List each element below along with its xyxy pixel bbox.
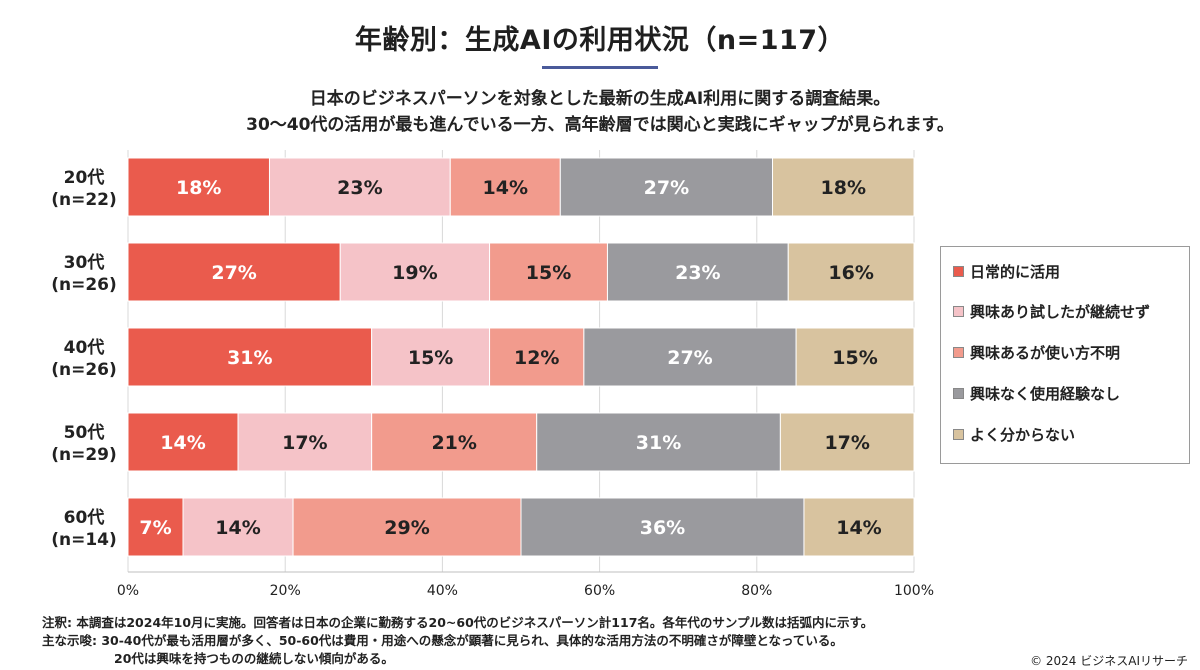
bar-segment [772, 157, 915, 217]
bar-segment [292, 497, 522, 557]
data-label: 36% [640, 517, 685, 539]
category-label: 60代 [64, 507, 105, 528]
data-label: 15% [832, 347, 877, 369]
category-label: 40代 [64, 337, 105, 358]
x-tick-label: 20% [270, 583, 301, 599]
x-tick-label: 80% [741, 583, 772, 599]
footnote-finding-2: 20代は興味を持つものの継続しない傾向がある。 [114, 651, 394, 666]
bar-segment [779, 412, 915, 472]
category-label: (n=29) [51, 445, 117, 465]
data-label: 12% [514, 347, 559, 369]
data-label: 31% [636, 432, 681, 454]
bar-segment [559, 157, 774, 217]
bar-segment [127, 242, 341, 302]
legend-label: 日常的に活用 [970, 263, 1061, 281]
category-label: (n=22) [51, 190, 117, 210]
data-label: 21% [431, 432, 476, 454]
copyright-notice: © 2024 ビジネスAIリサーチ [1030, 654, 1188, 668]
bar-segment [127, 157, 270, 217]
x-tick-label: 60% [584, 583, 615, 599]
chart-legend: 日常的に活用興味あり試したが継続せず 興味あるが使い方不明 興味なく使用経験なし よく… [940, 246, 1190, 464]
bar-segment [795, 327, 915, 387]
legend-label: 興味あるが使い方不明 [970, 344, 1121, 362]
data-label: 17% [282, 432, 327, 454]
data-label: 7% [139, 517, 171, 539]
data-label: 27% [211, 262, 256, 284]
data-label: 23% [337, 177, 382, 199]
legend-swatch [953, 429, 964, 440]
legend-swatch [953, 347, 964, 358]
bar-segment [489, 242, 608, 302]
legend-swatch [953, 306, 964, 317]
data-label: 18% [821, 177, 866, 199]
data-label: 15% [408, 347, 453, 369]
bar-segment [268, 157, 451, 217]
legend-swatch [953, 266, 964, 277]
category-label: (n=26) [51, 360, 117, 380]
bar-segment [127, 497, 184, 557]
legend-item: 興味あるが使い方不明 [953, 342, 1120, 363]
category-label: (n=14) [51, 530, 117, 550]
bar-segment [237, 412, 373, 472]
data-label: 18% [176, 177, 221, 199]
legend-item: 興味あり試したが継続せず [953, 301, 1150, 322]
legend-item: 日常的に活用 [953, 261, 1060, 282]
category-label: 30代 [64, 252, 105, 273]
bar-segment [182, 497, 294, 557]
subtitle-line-2: 30〜40代の活用が最も進んでいる一方、高年齢層では関心と実践にギャップが見られ… [246, 115, 954, 135]
data-label: 14% [215, 517, 260, 539]
bar-segment [371, 327, 491, 387]
data-label: 16% [828, 262, 873, 284]
bar-segment [520, 497, 805, 557]
bar-segment [339, 242, 491, 302]
data-label: 27% [644, 177, 689, 199]
bar-segment [489, 327, 585, 387]
x-tick-label: 100% [894, 583, 934, 599]
data-label: 31% [227, 347, 272, 369]
bar-segment [583, 327, 797, 387]
data-label: 17% [824, 432, 869, 454]
bar-segment [787, 242, 915, 302]
footnote-finding-1: 主な示唆: 30-40代が最も活用層が多く、50-60代は費用・用途への懸念が顕… [42, 633, 843, 648]
data-label: 15% [526, 262, 571, 284]
subtitle-line-1: 日本のビジネスパーソンを対象とした最新の生成AI利用に関する調査結果。 [309, 89, 891, 109]
x-tick-label: 0% [117, 583, 139, 599]
data-label: 19% [392, 262, 437, 284]
data-label: 23% [675, 262, 720, 284]
category-label: 20代 [64, 167, 105, 188]
data-label: 29% [384, 517, 429, 539]
title-underline [542, 66, 658, 69]
legend-swatch [953, 388, 964, 399]
x-tick-label: 40% [427, 583, 458, 599]
bar-segment [127, 327, 373, 387]
legend-label: 興味あり試したが継続せず [970, 303, 1151, 321]
footnote-note: 注釈: 本調査は2024年10月に実施。回答者は日本の企業に勤務する20~60代… [42, 615, 874, 630]
data-label: 14% [160, 432, 205, 454]
data-label: 14% [836, 517, 881, 539]
chart-title: 年齢別：生成AIの利用状況（n=117） [354, 25, 846, 56]
data-label: 14% [483, 177, 528, 199]
bar-segment [536, 412, 781, 472]
legend-item: よく分からない [953, 424, 1075, 445]
data-label: 27% [667, 347, 712, 369]
category-label: 50代 [64, 422, 105, 443]
legend-label: 興味なく使用経験なし [970, 385, 1121, 403]
legend-item: 興味なく使用経験なし [953, 383, 1120, 404]
category-label: (n=26) [51, 275, 117, 295]
bar-segment [449, 157, 561, 217]
bar-segment [803, 497, 915, 557]
legend-label: よく分からない [970, 426, 1076, 444]
bar-segment [371, 412, 538, 472]
